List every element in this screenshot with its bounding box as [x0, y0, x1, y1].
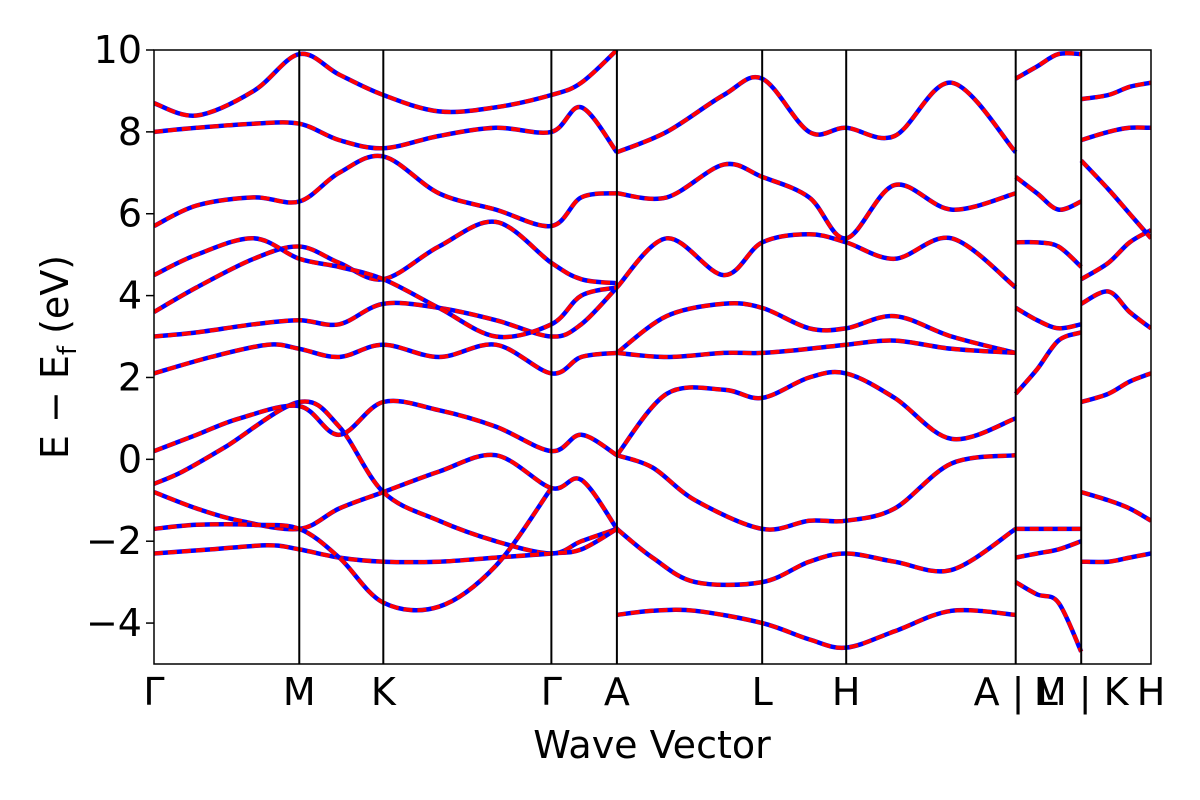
band-line-red — [615, 301, 1017, 355]
x-tick-label: M — [283, 670, 316, 714]
band-line-red — [1015, 240, 1083, 269]
x-tick-label: M | K — [1034, 670, 1130, 715]
band-line-red — [615, 527, 1017, 587]
band-line-red — [616, 338, 1016, 360]
y-axis: −4 −2 0 2 4 6 8 10 — [86, 28, 154, 645]
y-axis-title-unit: (eV) — [33, 255, 77, 346]
band-line-red — [616, 607, 1016, 650]
band-line-red — [1015, 539, 1082, 560]
band-line-red — [1080, 125, 1151, 143]
y-axis-title: E − Ef (eV) — [33, 255, 83, 459]
y-tick-label: −2 — [86, 519, 142, 563]
band-line-red — [1080, 490, 1151, 523]
band-line-red — [1014, 51, 1082, 81]
band-line-red — [154, 50, 619, 118]
x-axis-title: Wave Vector — [533, 723, 771, 767]
band-line-red — [615, 232, 1017, 289]
band-line-red — [1081, 551, 1151, 564]
band-line-red — [1080, 289, 1151, 330]
band-line-blue — [1080, 371, 1151, 405]
band-line-red — [1080, 228, 1151, 281]
band-line-red — [154, 342, 618, 376]
band-line-blue — [1014, 175, 1083, 212]
band-line-red — [154, 486, 554, 613]
y-axis-title-group: E − Ef (eV) — [33, 255, 83, 459]
band-line-red — [154, 286, 619, 339]
y-tick-label: 4 — [118, 274, 142, 318]
y-tick-label: 0 — [118, 437, 142, 481]
y-tick-label: 2 — [118, 355, 142, 399]
y-tick-label: 8 — [118, 110, 142, 154]
high-symmetry-lines — [298, 50, 1083, 664]
band-line-red — [616, 161, 1017, 241]
y-tick-label: 10 — [94, 28, 142, 72]
x-tick-label: H — [832, 670, 861, 714]
band-line-red — [1080, 80, 1151, 102]
band-line-red — [1079, 159, 1151, 240]
x-tick-label: Γ — [541, 670, 562, 714]
y-axis-title-main: E − E — [33, 355, 77, 459]
plot-frame — [153, 49, 1152, 665]
band-line-red — [1014, 580, 1084, 653]
y-tick-label: −4 — [86, 601, 142, 645]
band-line-red — [615, 370, 1017, 457]
x-tick-label: A | L — [974, 670, 1058, 715]
band-line-red — [1014, 330, 1082, 396]
x-tick-label: A — [604, 670, 630, 714]
band-line-red — [154, 153, 618, 229]
x-tick-label: L — [752, 670, 773, 714]
x-tick-label: K — [371, 670, 397, 714]
band-line-red — [616, 75, 1018, 155]
y-axis-title-subscript: f — [53, 345, 83, 355]
y-tick-label: 6 — [118, 192, 142, 236]
band-line-red — [616, 453, 1016, 532]
x-tick-label: H — [1137, 670, 1166, 714]
x-tick-label: Γ — [143, 670, 164, 714]
band-line-red — [1014, 306, 1082, 331]
